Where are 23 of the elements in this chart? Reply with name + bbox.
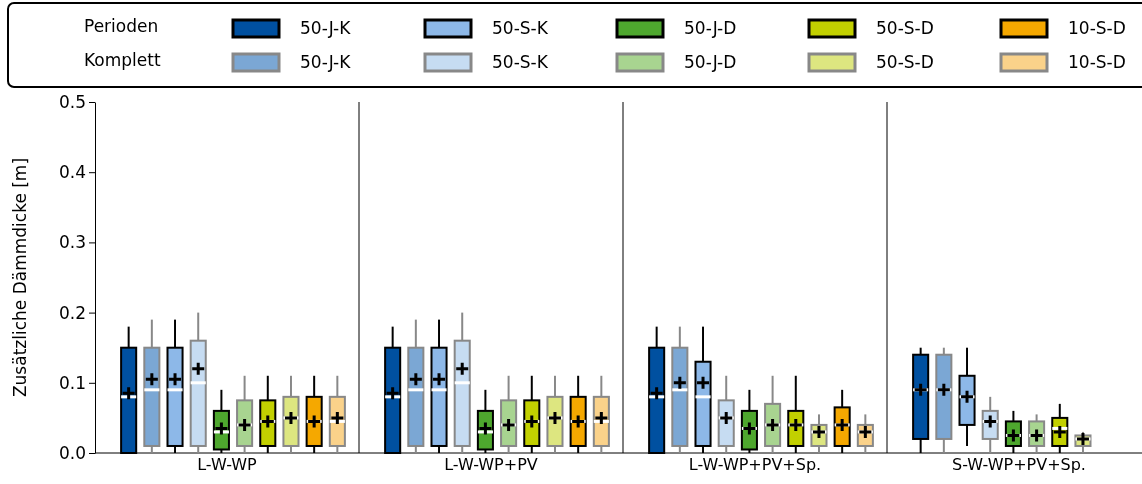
x-tick-label: L-W-WP <box>197 455 258 475</box>
legend-label: 10-S-D <box>1068 18 1126 38</box>
legend-label: 10-S-D <box>1068 52 1126 72</box>
legend-label: 50-S-K <box>492 18 549 38</box>
y-axis-title: Zusätzliche Dämmdicke [m] <box>10 157 30 398</box>
y-tick-label: 0.5 <box>58 91 86 112</box>
legend-label: 50-J-D <box>684 52 737 72</box>
y-tick-label: 0.4 <box>58 162 86 183</box>
legend-label: 50-J-K <box>300 18 352 38</box>
text: Komplett <box>84 50 161 70</box>
text: Perioden <box>84 16 159 36</box>
y-tick-label: 0.1 <box>58 372 86 393</box>
legend-label: 50-S-K <box>492 52 549 72</box>
legend-label: 50-S-D <box>876 18 934 38</box>
x-tick-label: L-W-WP+PV <box>444 455 538 475</box>
y-tick-label: 0.0 <box>58 442 86 463</box>
legend-label: 50-J-K <box>300 52 352 72</box>
legend-label: 50-S-D <box>876 52 934 72</box>
y-tick-label: 0.2 <box>58 302 86 323</box>
x-tick-label: L-W-WP+PV+Sp. <box>688 455 822 475</box>
legend-label: 50-J-D <box>684 18 737 38</box>
x-tick-label: S-W-WP+PV+Sp. <box>952 455 1086 475</box>
y-tick-label: 0.3 <box>58 232 86 253</box>
